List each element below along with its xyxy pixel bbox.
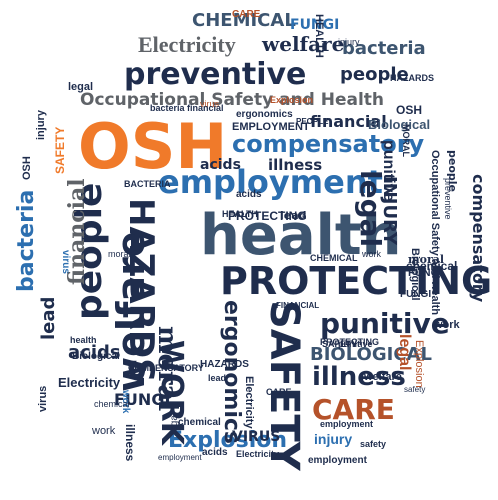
word-legal-top: legal (68, 81, 94, 93)
word-acids-left: acids (68, 342, 121, 363)
word-compensatory-right: compensatory (469, 174, 488, 303)
word-electricity-top: Electricity (138, 32, 236, 57)
word-punitive-small: punitive (338, 339, 373, 349)
word-work-right: work (434, 319, 460, 331)
word-protecting-mid: PROTECTING (320, 337, 380, 347)
word-injury-bottom: injury (314, 431, 353, 447)
word-employment-right: employment (308, 455, 367, 466)
word-care-top: CARE (232, 9, 261, 20)
word-bacteria-small: bacteria financial (150, 103, 224, 113)
word-financial-small: FINANCIAL (276, 301, 320, 310)
word-chemical-top: CHEMICAL (192, 10, 296, 31)
word-safety-small: SAFETY (322, 339, 358, 349)
word-chemical-right: chemical (406, 259, 458, 273)
word-health-main: health (200, 203, 402, 268)
word-employment-small: EMPLOYMENT (232, 121, 310, 133)
word-acids-top: acids (236, 189, 262, 200)
word-explosion-right: Explosion (413, 340, 425, 388)
word-acids-bottom: acids (202, 447, 228, 458)
word-welfare-top: welfare (262, 32, 345, 56)
word-people-small: PEOPLE (296, 117, 329, 126)
word-injury-top: injury (338, 37, 360, 47)
word-osh-main: OSH (78, 110, 228, 183)
word-legal-left: legal (169, 412, 180, 434)
word-chemical-small: chemical (94, 399, 130, 409)
word-bacteria-left: bacteria (14, 189, 39, 292)
word-employment-main: employment (158, 163, 383, 201)
word-electricity-left: Electricity (58, 375, 121, 390)
word-fungi-small: FUNGI (400, 289, 432, 300)
word-virus-mid: virus (60, 250, 71, 274)
word-health-top: HEALTH (313, 14, 325, 58)
word-virus-left: virus (37, 385, 49, 412)
word-employment-small2: employment (158, 453, 202, 462)
word-care-small: CARE (266, 387, 292, 397)
word-biological-bottom: Biological (72, 351, 120, 362)
word-electricity-mid: Electricity (243, 376, 255, 429)
word-osh-small: OSH (396, 103, 423, 117)
word-safety-small2: safety (404, 385, 426, 394)
word-fungi-bottom: FUNGI (114, 390, 171, 409)
word-fungi-top: FUNGI (290, 17, 340, 33)
word-work-left: work (92, 425, 116, 437)
word-chemical-mid: CHEMICAL (310, 253, 358, 263)
word-hazards-small: HAZARDS (200, 359, 249, 370)
word-biological-main: BIOLOGICAL (310, 344, 432, 365)
word-osh-left: OSH (21, 156, 33, 180)
word-people-top: people (340, 64, 409, 85)
word-electricity-bottom: Electricity (236, 449, 280, 459)
word-work-small: work (362, 249, 382, 259)
word-biological-top: Biological (368, 117, 431, 132)
word-chemical-bottom: chemical (178, 417, 221, 428)
word-moral-small: MORAL (401, 124, 411, 157)
word-moral-right: moral (408, 253, 445, 266)
word-illness-bottom: illness (123, 424, 137, 462)
word-compensatory-main: compensatory (232, 130, 425, 158)
cloud-disc (14, 10, 486, 488)
word-protecting-main: PROTECTING (220, 259, 493, 303)
word-virus-bottom: VIRUS (232, 429, 281, 445)
word-acids-mid: acids (200, 157, 241, 173)
word-compensatory-small: COMPENSATORY (128, 363, 204, 373)
word-explosion-top: Explosion (270, 95, 314, 105)
word-employment-bottom: employment (320, 419, 374, 429)
word-explosion-main: Explosion (168, 428, 288, 453)
word-health-mid: HEALTH (222, 209, 258, 219)
word-safety-left: SAFETY (53, 126, 67, 174)
word-preventive-main: preventive (124, 57, 307, 92)
word-lead-mid: lead (280, 209, 307, 222)
word-injury-left: injury (35, 110, 47, 140)
word-people-right: people (446, 150, 459, 192)
word-illness-main: illness (312, 362, 406, 392)
word-safety-right: safety (360, 439, 387, 449)
word-moral-small2: moral (108, 249, 131, 259)
word-financial-mid: financial (310, 112, 387, 131)
word-virus-top: virus (200, 99, 220, 109)
word-bacteria-top: bacteria (342, 38, 426, 59)
word-fungi-right: FUNGI (408, 267, 443, 279)
word-lead-bottom: lead (208, 373, 227, 383)
word-occupational-safety-health-main: Occupational Safety and Health (80, 90, 385, 110)
word-illness-mid: illness (268, 156, 323, 174)
word-care-main: CARE (312, 393, 395, 426)
word-legal-bottom: legal (396, 334, 413, 371)
word-punitive-top: punitive (380, 140, 397, 202)
word-ergonomics-top: ergonomics (236, 109, 293, 120)
word-welfare-bottom: welfare (364, 371, 402, 383)
word-hazards-top: HAZARDS (390, 73, 434, 83)
word-bacteria-mid: BACTERIA (124, 179, 171, 189)
word-punitive-main: punitive (320, 307, 450, 340)
word-lead-left: lead (38, 296, 59, 340)
word-ergonomics-main: ergonomics (219, 300, 244, 445)
word-health-small: health (70, 335, 97, 345)
word-protecting-small: PROTECTING (228, 209, 307, 223)
